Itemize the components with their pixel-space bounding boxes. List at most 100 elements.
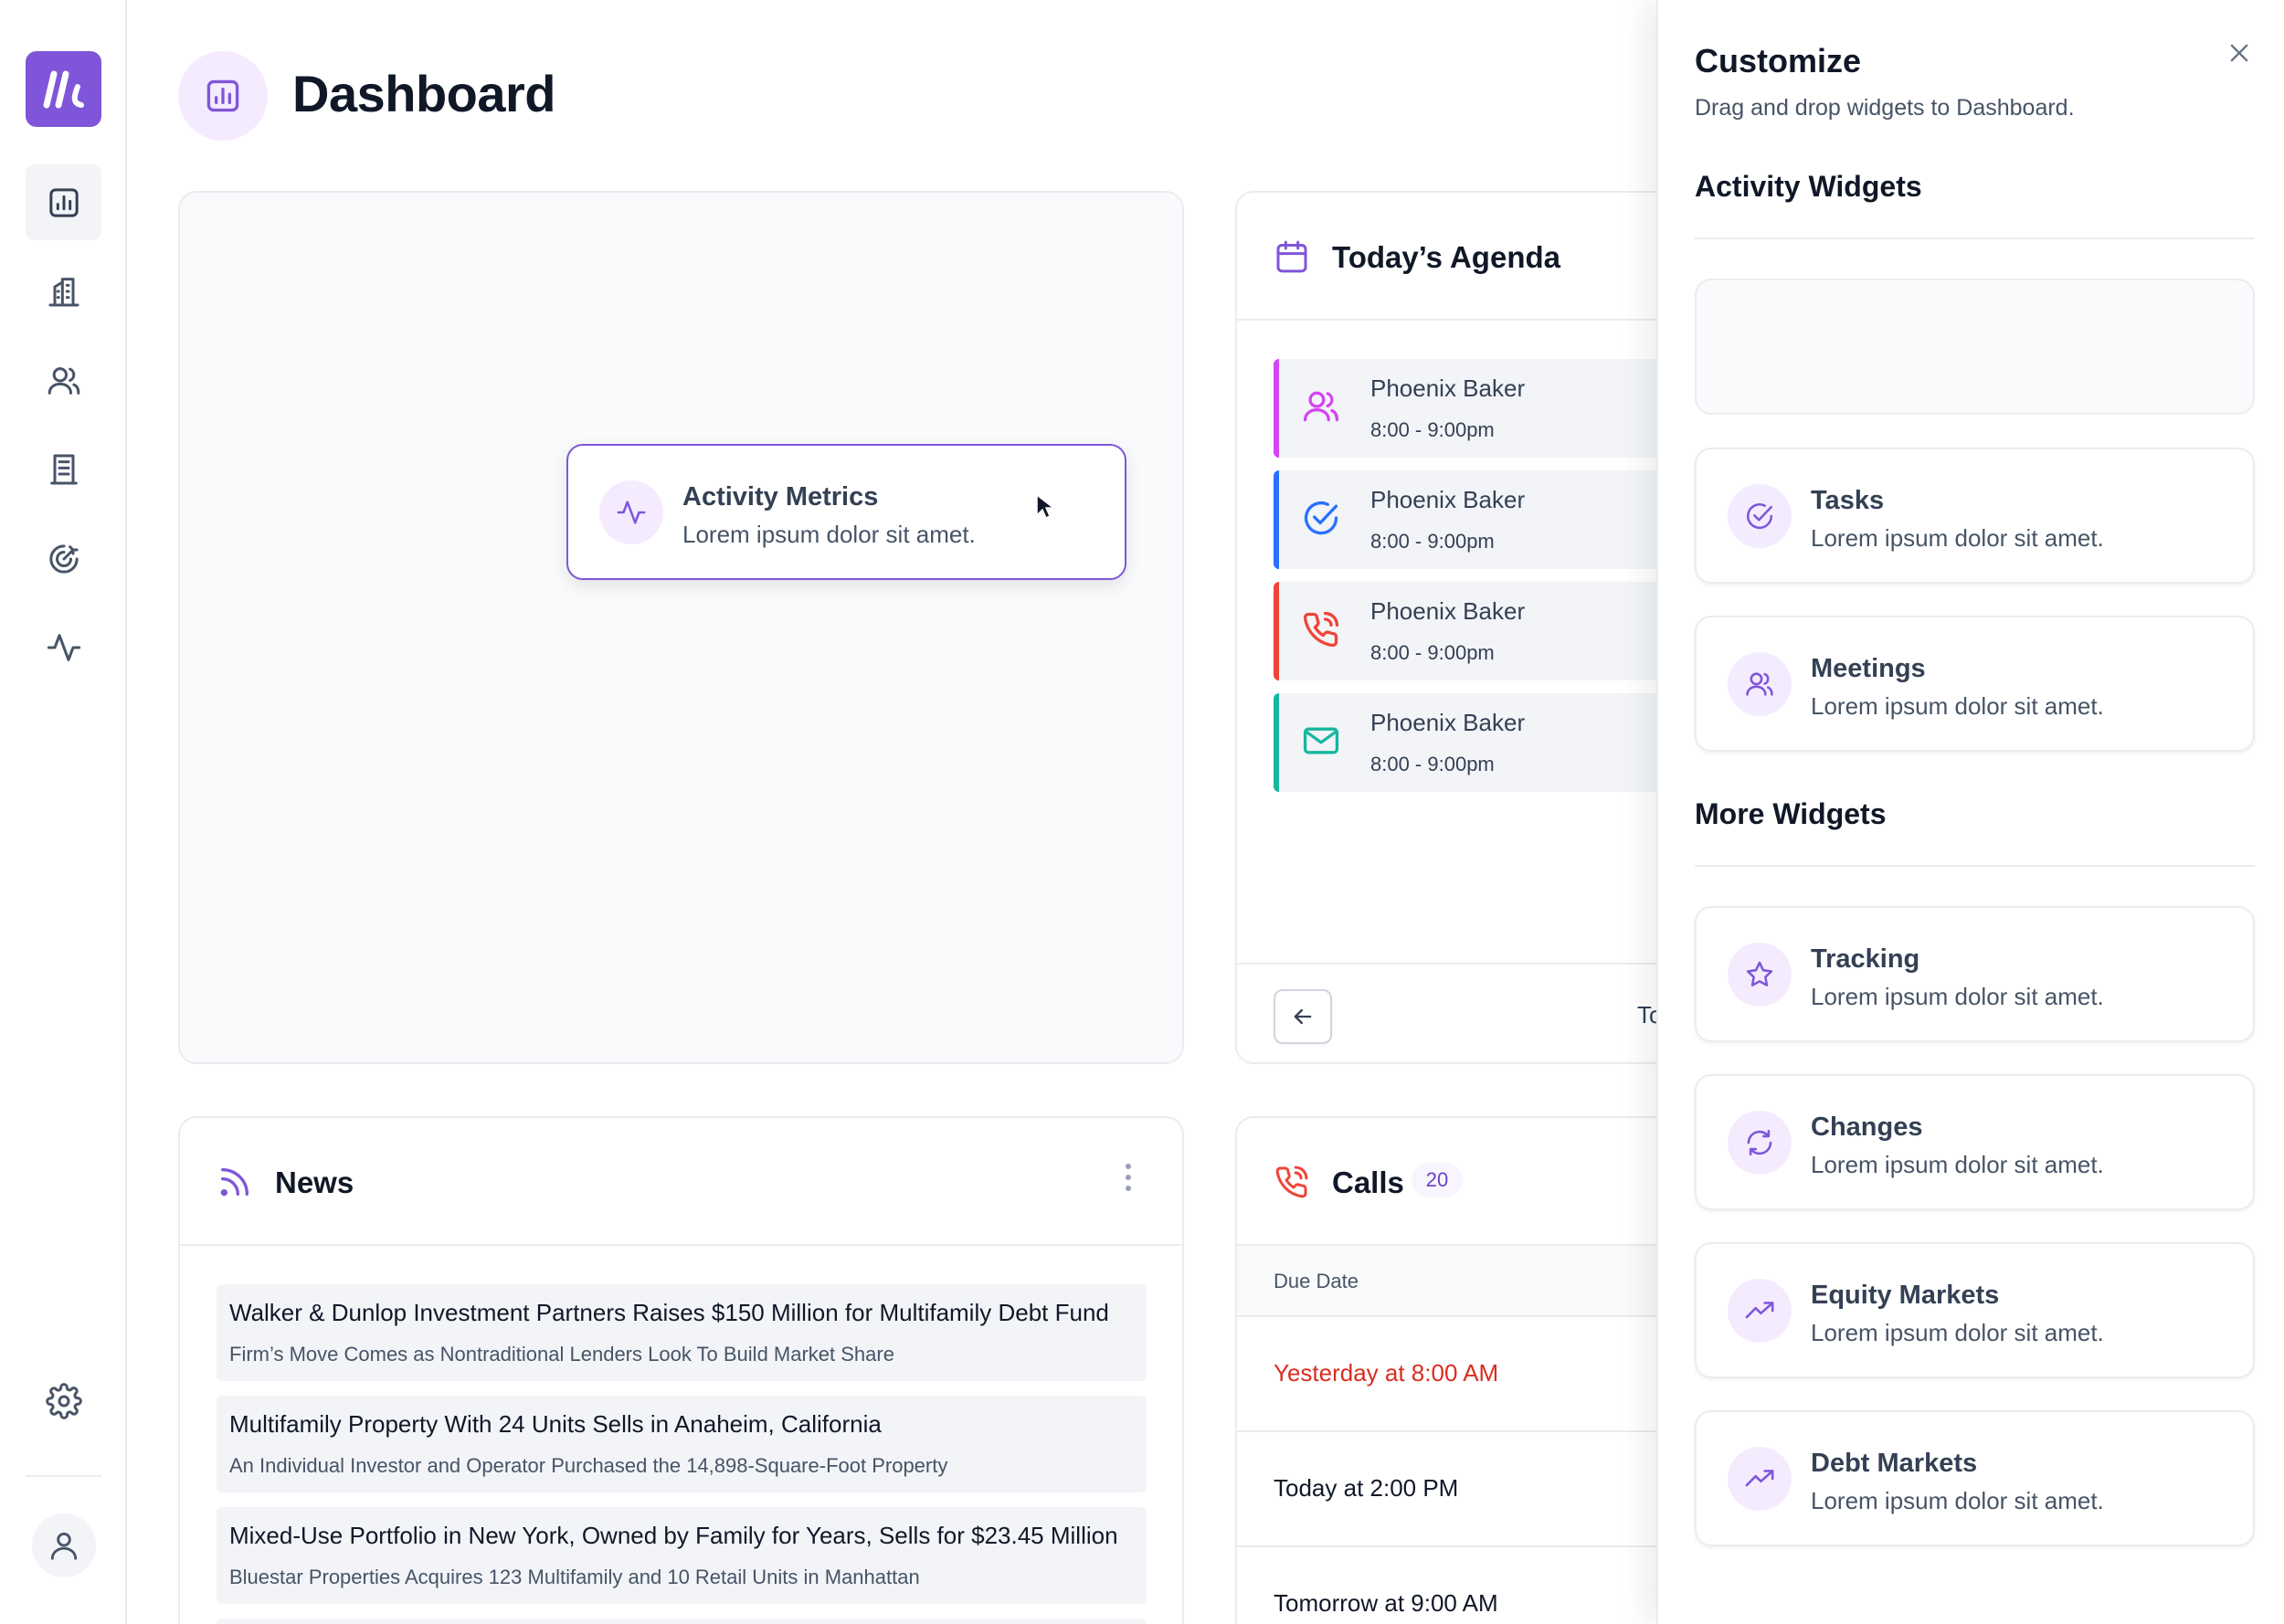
agenda-item-name: Phoenix Baker	[1370, 709, 1526, 736]
news-item-subtitle: Bluestar Properties Acquires 123 Multifa…	[229, 1566, 920, 1588]
sidebar	[0, 0, 127, 1624]
table-row[interactable]: Today at 2:00 PM	[1237, 1432, 2056, 1547]
agenda-item-name: Phoenix Baker	[1370, 597, 1526, 625]
customize-panel: Customize Drag and drop widgets to Dashb…	[1656, 0, 2284, 1624]
agenda-header: Today’s Agenda	[1237, 193, 2056, 321]
widget-icon-badge	[1728, 652, 1792, 716]
sidebar-item-activity[interactable]	[26, 609, 101, 685]
avatar[interactable]	[32, 1513, 96, 1577]
widget-debt-markets[interactable]: Debt Markets Lorem ipsum dolor sit amet.	[1695, 1410, 2255, 1546]
news-item-title: Walker & Dunlop Investment Partners Rais…	[229, 1299, 1109, 1326]
close-icon	[2230, 44, 2248, 62]
widget-description: Lorem ipsum dolor sit amet.	[1811, 1487, 2104, 1514]
section-divider	[1695, 865, 2255, 867]
news-item[interactable]: Walker & Dunlop Investment Partners Rais…	[217, 1284, 1147, 1381]
trend-up-icon	[1745, 1302, 1774, 1319]
widget-icon-badge	[1728, 1279, 1792, 1343]
agenda-item-name: Phoenix Baker	[1370, 374, 1526, 402]
widget-description: Lorem ipsum dolor sit amet.	[1811, 524, 2104, 552]
news-item-title: Multifamily Property With 24 Units Sells…	[229, 1410, 882, 1438]
widget-title: Meetings	[1811, 654, 1926, 683]
widget-description: Lorem ipsum dolor sit amet.	[1811, 983, 2104, 1010]
sidebar-item-documents[interactable]	[26, 431, 101, 507]
users-icon	[1746, 672, 1773, 696]
news-item-subtitle: An Individual Investor and Operator Purc…	[229, 1454, 948, 1477]
sidebar-divider	[26, 1475, 101, 1477]
user-icon	[50, 1532, 78, 1560]
widget-title: Equity Markets	[1811, 1281, 2000, 1310]
widget-description: Lorem ipsum dolor sit amet.	[1811, 692, 2104, 720]
phone-call-icon	[1275, 1165, 1308, 1198]
dashboard-header-icon	[178, 51, 268, 141]
sidebar-item-settings[interactable]	[26, 1363, 101, 1439]
widget-meetings[interactable]: Meetings Lorem ipsum dolor sit amet.	[1695, 616, 2255, 752]
table-row[interactable]: Yesterday at 8:00 AM	[1237, 1317, 2056, 1432]
news-header: News	[180, 1118, 1182, 1246]
call-due-date: Tomorrow at 9:00 AM	[1274, 1589, 1498, 1617]
column-header-due-date[interactable]: Due Date	[1274, 1270, 1359, 1292]
widget-title: Changes	[1811, 1113, 1923, 1142]
more-widgets-heading: More Widgets	[1695, 797, 1887, 830]
bar-chart-icon	[206, 79, 239, 112]
news-item-title: Mixed-Use Portfolio in New York, Owned b…	[229, 1522, 1118, 1549]
widget-description: Lorem ipsum dolor sit amet.	[1811, 1319, 2104, 1346]
widget-icon-badge	[1728, 1447, 1792, 1511]
widget-equity-markets[interactable]: Equity Markets Lorem ipsum dolor sit ame…	[1695, 1242, 2255, 1378]
building-icon	[48, 277, 79, 306]
check-circle-icon	[1746, 503, 1773, 530]
activity-icon	[617, 501, 646, 524]
news-item[interactable]: Mixed-Use Portfolio in New York, Owned b…	[217, 1507, 1147, 1604]
refresh-icon	[1747, 1129, 1772, 1156]
calls-title: Calls	[1332, 1165, 1404, 1199]
gear-icon	[45, 1382, 82, 1419]
widget-title: Debt Markets	[1811, 1449, 1978, 1478]
widget-title: Activity Metrics	[682, 482, 879, 511]
phone-call-icon	[1303, 611, 1339, 648]
more-vertical-icon[interactable]	[1119, 1159, 1137, 1196]
arrow-left-icon	[1294, 1008, 1312, 1025]
target-icon	[48, 543, 79, 574]
page-title: Dashboard	[292, 65, 556, 122]
panel-subtitle: Drag and drop widgets to Dashboard.	[1695, 95, 2075, 121]
logo-icon[interactable]	[26, 51, 101, 127]
mouse-cursor-icon	[1036, 493, 1055, 520]
sidebar-item-contacts[interactable]	[26, 343, 101, 418]
news-title: News	[275, 1165, 354, 1199]
calendar-icon	[1276, 240, 1307, 273]
bar-chart-icon	[48, 187, 79, 217]
news-item[interactable]: Multifamily Property With 24 Units Sells…	[217, 1396, 1147, 1492]
dragging-widget-activity-metrics[interactable]: Activity Metrics Lorem ipsum dolor sit a…	[566, 444, 1126, 580]
widget-tracking[interactable]: Tracking Lorem ipsum dolor sit amet.	[1695, 906, 2255, 1042]
users-icon	[1303, 391, 1339, 422]
activity-icon	[47, 633, 80, 661]
news-item-subtitle: Firm’s Move Comes as Nontraditional Lend…	[229, 1343, 894, 1366]
mail-icon	[1303, 727, 1339, 754]
widget-tasks[interactable]: Tasks Lorem ipsum dolor sit amet.	[1695, 448, 2255, 584]
news-item[interactable]	[217, 1619, 1147, 1624]
agenda-item-time: 8:00 - 9:00pm	[1370, 753, 1495, 775]
panel-title: Customize	[1695, 42, 1862, 79]
sidebar-item-goals[interactable]	[26, 521, 101, 596]
close-panel-button[interactable]	[2221, 35, 2258, 71]
widget-title: Tracking	[1811, 944, 1920, 974]
calls-count-badge: 20	[1412, 1163, 1463, 1197]
widget-description: Lorem ipsum dolor sit amet.	[1811, 1151, 2104, 1178]
widget-drop-zone[interactable]	[178, 191, 1184, 1064]
calls-header: Calls	[1237, 1118, 2056, 1246]
widget-icon-badge	[1728, 1111, 1792, 1175]
activity-widgets-heading: Activity Widgets	[1695, 170, 1922, 203]
previous-day-button[interactable]	[1274, 989, 1332, 1044]
check-circle-icon	[1304, 501, 1338, 535]
agenda-title: Today’s Agenda	[1332, 240, 1560, 274]
agenda-item-time: 8:00 - 9:00pm	[1370, 418, 1495, 441]
widget-changes[interactable]: Changes Lorem ipsum dolor sit amet.	[1695, 1074, 2255, 1210]
call-due-date: Yesterday at 8:00 AM	[1274, 1359, 1499, 1387]
trend-up-icon	[1745, 1470, 1774, 1487]
document-icon	[49, 454, 78, 484]
widget-placeholder-slot	[1695, 279, 2255, 415]
table-row[interactable]: Tomorrow at 9:00 AM	[1237, 1547, 2056, 1624]
sidebar-item-properties[interactable]	[26, 253, 101, 329]
sidebar-item-dashboard[interactable]	[26, 164, 101, 240]
widget-icon-badge	[1728, 484, 1792, 548]
widget-title: Tasks	[1811, 486, 1885, 515]
